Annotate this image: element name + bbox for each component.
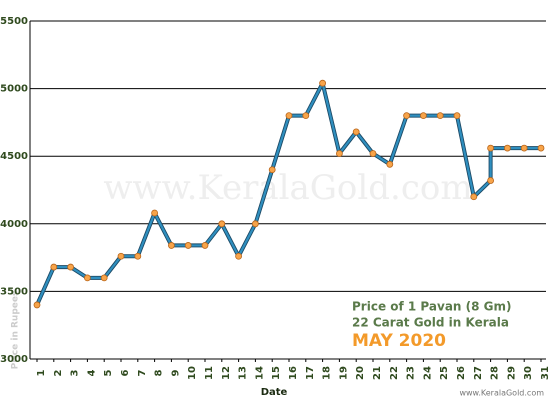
x-tick-label: 2 [53,369,64,376]
point [453,112,461,120]
point [151,209,159,217]
point [167,242,175,249]
x-tick-label: 23 [406,366,417,380]
y-tick-label: 33000 [0,354,28,365]
point [403,112,411,120]
x-tick-label: 25 [439,366,450,380]
x-tick-label: 15 [271,366,282,380]
point [537,144,545,152]
x-tick-label: 13 [238,366,249,380]
point [302,112,310,120]
x-tick-label: 14 [254,366,265,380]
annotation: MAY 2020 [352,331,446,351]
point [520,144,528,152]
plot-area [30,21,546,359]
x-tick-label: 5 [103,369,114,376]
annotation: Price of 1 Pavan (8 Gm) [352,300,512,314]
x-tick-label: 22 [389,366,400,380]
x-tick-label: 28 [490,366,501,380]
watermark: www.KeralaGold.com [103,168,472,208]
point [67,263,74,271]
point [503,144,511,152]
point [436,112,444,120]
point [33,301,41,309]
x-tick-label: 12 [221,366,232,380]
x-tick-label: 19 [338,366,349,380]
point [134,252,142,260]
x-tick-label: 18 [322,366,333,380]
y-tick-label: 34500 [0,151,28,162]
x-tick-label: 7 [137,369,148,376]
y-tick-label: 33500 [0,286,28,297]
x-tick-label: 8 [154,369,165,376]
x-tick-label: 29 [506,366,517,380]
x-tick-label: 24 [422,366,433,380]
y-tick-label: 35500 [0,16,28,27]
x-tick-label: 20 [355,366,366,380]
point [369,150,377,157]
point [201,242,209,249]
y-tick-label: 34000 [0,219,28,230]
point [319,79,327,87]
point [352,128,360,136]
x-tick-label: 30 [523,366,534,380]
y-axis-label: Price in Rupees [11,291,21,370]
x-tick-label: 27 [473,366,484,380]
point [335,150,343,157]
x-tick-label: 17 [305,366,316,380]
point [386,160,394,168]
x-tick-label: 3 [70,369,81,376]
x-tick-label: 9 [170,369,181,376]
x-tick-label: 1 [36,369,47,376]
point [235,252,243,260]
x-tick-label: 11 [204,366,215,380]
x-tick-label: 6 [120,369,131,376]
x-tick-label: 10 [187,366,198,380]
point [251,220,259,228]
x-axis-label: Date [261,387,288,398]
point [50,263,58,271]
point [268,166,276,174]
annotation: 22 Carat Gold in Kerala [352,316,509,330]
footer: www.KeralaGold.com [459,389,544,398]
point [117,252,125,260]
point [470,193,478,201]
point [84,274,91,282]
point [487,144,495,152]
y-tick-label: 35000 [0,84,28,95]
x-tick-label: 4 [86,369,97,376]
x-tick-label: 21 [372,366,383,380]
point [487,177,495,184]
x-tick-label: 31 [540,366,550,380]
x-tick-label: 26 [456,366,467,380]
point [100,274,108,282]
point [218,220,226,228]
point [285,112,293,120]
point [419,112,427,120]
x-tick-label: 16 [288,366,299,380]
point [184,242,192,249]
